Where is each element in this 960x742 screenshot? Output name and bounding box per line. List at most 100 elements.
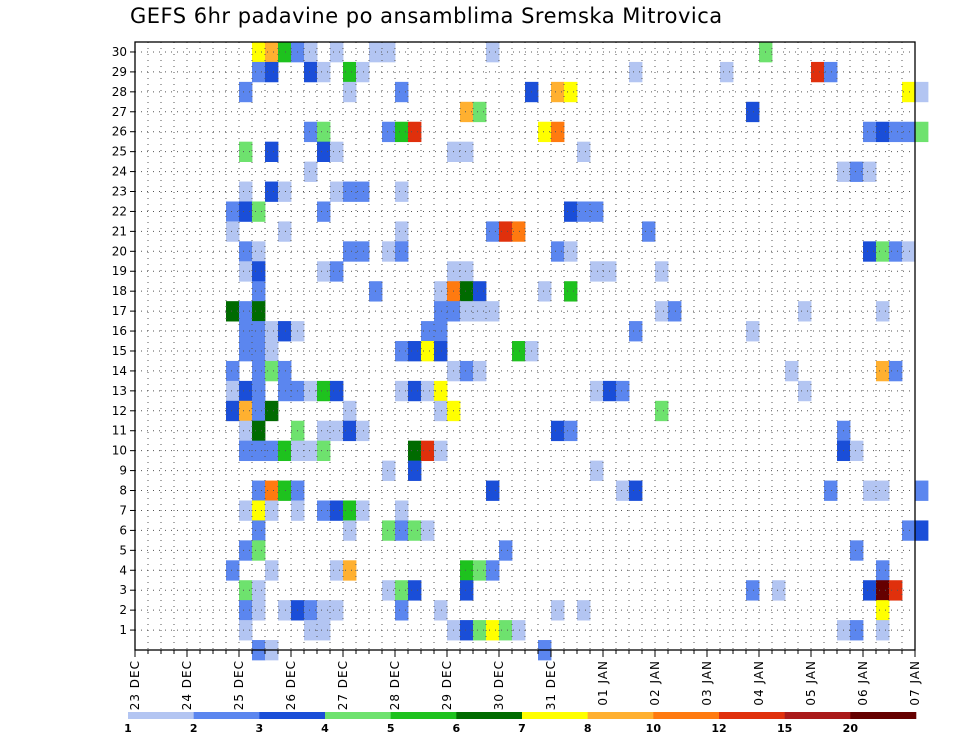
heatmap-cell	[265, 560, 279, 581]
heatmap-cell	[538, 281, 552, 302]
heatmap-cell	[343, 500, 357, 521]
x-tick-label: 30 DEC	[492, 660, 506, 710]
y-tick-label: 13	[112, 384, 127, 398]
heatmap-cell	[486, 620, 500, 641]
x-tick-label: 23 DEC	[128, 660, 142, 710]
heatmap-cell	[889, 121, 903, 143]
heatmap-cell	[239, 600, 253, 621]
colorbar-segment	[522, 712, 588, 719]
heatmap-cell	[408, 460, 422, 481]
heatmap-cell	[317, 121, 331, 143]
x-tick-label: 28 DEC	[388, 660, 402, 710]
heatmap-cell	[330, 420, 344, 442]
y-tick-label: 22	[112, 204, 127, 218]
heatmap-cell	[395, 341, 409, 362]
heatmap-cell	[304, 42, 318, 63]
colorbar-segment	[653, 712, 720, 719]
heatmap-cell	[460, 301, 474, 322]
heatmap-cell	[590, 201, 604, 222]
heatmap-cell	[382, 460, 396, 481]
heatmap-cell	[473, 101, 487, 123]
heatmap-cell	[239, 141, 253, 162]
heatmap-cell	[902, 81, 916, 103]
heatmap-cell	[889, 360, 903, 382]
heatmap-cell	[408, 520, 422, 541]
y-tick-label: 17	[112, 304, 127, 318]
heatmap-cell	[499, 221, 513, 242]
heatmap-cell	[304, 61, 318, 83]
y-tick-label: 26	[112, 125, 127, 139]
y-tick-label: 5	[119, 543, 127, 557]
heatmap-cell	[304, 380, 318, 402]
heatmap-cell	[356, 420, 370, 442]
heatmap-cell	[343, 400, 357, 422]
x-tick-label: 02 JAN	[648, 660, 662, 706]
heatmap-cell	[486, 560, 500, 581]
y-tick-label: 2	[119, 603, 127, 617]
x-tick-label: 07 JAN	[908, 660, 922, 706]
heatmap-cell	[668, 301, 682, 322]
heatmap-cell	[590, 380, 604, 402]
heatmap-cell	[265, 341, 279, 362]
heatmap-cell	[460, 101, 474, 123]
heatmap-cell	[252, 261, 266, 282]
heatmap-cell	[499, 540, 513, 561]
heatmap-cell	[330, 380, 344, 402]
heatmap-cell	[564, 241, 578, 262]
heatmap-cell	[798, 380, 812, 402]
heatmap-cell	[304, 121, 318, 143]
heatmap-cell	[252, 500, 266, 521]
heatmap-cell	[317, 201, 331, 222]
x-tick-label: 27 DEC	[336, 660, 350, 710]
colorbar-tick-label: 6	[453, 722, 461, 735]
heatmap-cell	[317, 500, 331, 521]
heatmap-cell	[460, 281, 474, 302]
heatmap-cell	[265, 440, 279, 462]
heatmap-cell	[746, 580, 760, 601]
heatmap-cell	[850, 620, 864, 641]
heatmap-cell	[421, 321, 435, 342]
heatmap-cell	[252, 580, 266, 601]
colorbar-tick-label: 3	[256, 722, 264, 735]
heatmap-cell	[577, 141, 591, 162]
heatmap-cell	[434, 380, 448, 402]
heatmap-cell	[486, 42, 500, 63]
heatmap-cell	[551, 600, 565, 621]
chart-title: GEFS 6hr padavine po ansamblima Sremska …	[130, 4, 723, 28]
heatmap-cell	[278, 440, 292, 462]
heatmap-cell	[863, 580, 877, 601]
y-tick-label: 1	[119, 623, 127, 637]
y-tick-label: 12	[112, 404, 127, 418]
heatmap-cell	[265, 500, 279, 521]
colorbar-segment	[587, 712, 654, 719]
y-tick-label: 18	[112, 284, 127, 298]
heatmap-cell	[408, 380, 422, 402]
heatmap-cell	[252, 281, 266, 302]
x-tick-label: 06 JAN	[856, 660, 870, 706]
heatmap-cell	[473, 281, 487, 302]
heatmap-cell	[239, 400, 253, 422]
colorbar-segment	[193, 712, 260, 719]
x-tick-label: 04 JAN	[752, 660, 766, 706]
heatmap-cell	[863, 480, 877, 501]
heatmap-cell	[356, 181, 370, 202]
heatmap-cell	[265, 42, 279, 63]
heatmap-cell	[564, 201, 578, 222]
heatmap-cell	[252, 42, 266, 63]
heatmap-cell	[252, 540, 266, 561]
heatmap-cell	[434, 301, 448, 322]
heatmap-cell	[304, 600, 318, 621]
heatmap-cell	[876, 480, 890, 501]
heatmap-cell	[239, 341, 253, 362]
colorbar-tick-label: 10	[646, 722, 662, 735]
colorbar-segment	[259, 712, 326, 719]
heatmap-cell	[395, 121, 409, 143]
heatmap-cell	[278, 380, 292, 402]
heatmap-cell	[239, 540, 253, 561]
heatmap-cell	[317, 440, 331, 462]
colorbar-segment	[390, 712, 457, 719]
heatmap-cell	[343, 241, 357, 262]
heatmap-cell	[616, 480, 630, 501]
heatmap-cell	[317, 61, 331, 83]
